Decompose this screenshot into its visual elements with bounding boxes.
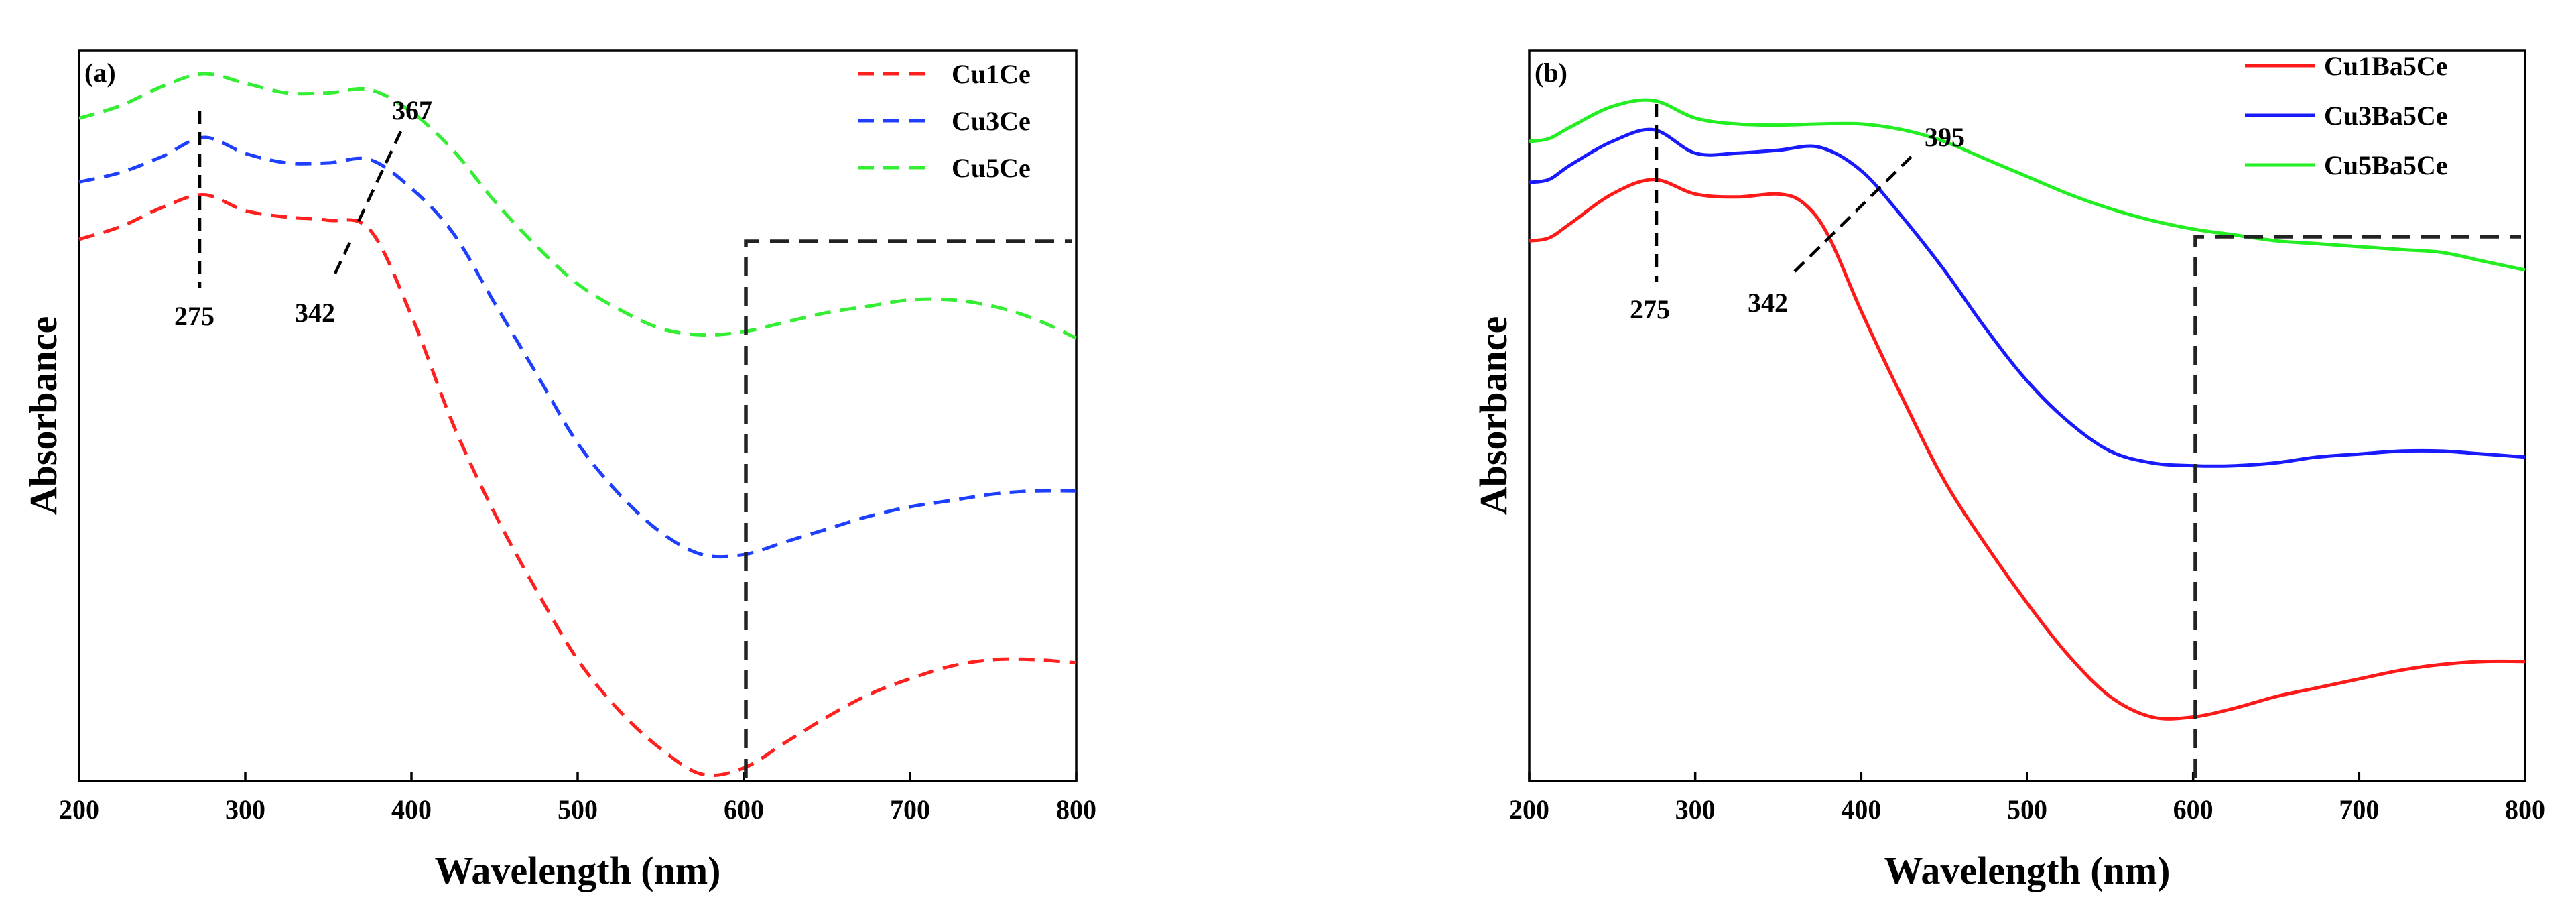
series-group-a: [78, 72, 1078, 778]
legend-a: Cu1Ce Cu3Ce Cu5Ce: [858, 59, 1031, 183]
x-tick-label-600: 600: [2173, 794, 2213, 825]
x-tick-label-300: 300: [225, 794, 265, 825]
x-tick-label-400: 400: [1841, 794, 1881, 825]
annotations-a: 275 342 367: [174, 95, 432, 331]
annotation-line-342-a: [333, 242, 352, 274]
y-axis-label-b: Absorbance: [1472, 316, 1515, 515]
x-tick-label-400: 400: [391, 794, 432, 825]
plot-frame-a: [78, 49, 1078, 782]
legend-label-cu1ce: Cu1Ce: [952, 59, 1031, 89]
y-axis-label-a: Absorbance: [21, 316, 65, 515]
annotation-275-a: 275: [174, 301, 214, 331]
legend-label-cu1ba5ce: Cu1Ba5Ce: [2324, 51, 2447, 81]
series-line-cu3ce: [78, 135, 1077, 559]
x-tick-label-700: 700: [2339, 794, 2379, 825]
series-line-cu1ce: [78, 192, 1077, 778]
annotation-395-b: 395: [1925, 122, 1965, 152]
x-tick-label-800: 800: [1056, 794, 1096, 825]
x-tick-label-500: 500: [2007, 794, 2047, 825]
annotations-b: 275 342 395: [1630, 104, 1965, 324]
x-tick-label-600: 600: [724, 794, 764, 825]
legend-b: Cu1Ba5Ce Cu3Ba5Ce Cu5Ba5Ce: [2245, 51, 2447, 180]
x-tick-label-700: 700: [890, 794, 930, 825]
chart-panel-a: 200 300 400 500 600 700 800 275 342 367 (a) Cu…: [21, 49, 1096, 892]
panel-label-a: (a): [84, 58, 116, 88]
legend-label-cu3ba5ce: Cu3Ba5Ce: [2324, 101, 2447, 131]
annotation-275-b: 275: [1630, 294, 1670, 324]
series-line-cu5ba5ce: [1529, 98, 2526, 272]
series-line-cu3ba5ce: [1529, 127, 2526, 468]
x-tick-label-500: 500: [558, 794, 598, 825]
x-axis-label-b: Wavelength (nm): [1884, 849, 2171, 892]
chart-panel-b: 200 300 400 500 600 700 800 275 342 395 (b) Cu…: [1472, 49, 2545, 892]
annotation-342-b: 342: [1748, 288, 1788, 318]
annotation-342-a: 342: [295, 298, 335, 328]
series-line-cu5ce: [78, 72, 1078, 340]
series-group-b: [1529, 98, 2526, 721]
annotation-line-395-b: [1793, 150, 1918, 273]
x-tick-label-200: 200: [59, 794, 99, 825]
highlight-box-a: [744, 239, 1072, 778]
series-line-cu1ba5ce: [1529, 178, 2526, 721]
annotation-line-367-a: [357, 128, 404, 222]
x-ticks-b: 200 300 400 500 600 700 800: [1509, 772, 2545, 825]
x-ticks-a: 200 300 400 500 600 700 800: [59, 772, 1096, 825]
legend-label-cu3ce: Cu3Ce: [952, 106, 1031, 136]
x-tick-label-800: 800: [2505, 794, 2545, 825]
legend-label-cu5ba5ce: Cu5Ba5Ce: [2324, 150, 2447, 180]
x-axis-label-a: Wavelength (nm): [435, 849, 721, 892]
annotation-367-a: 367: [392, 95, 432, 125]
panel-label-b: (b): [1535, 58, 1567, 88]
x-tick-label-300: 300: [1675, 794, 1716, 825]
legend-label-cu5ce: Cu5Ce: [952, 153, 1031, 183]
x-tick-label-200: 200: [1509, 794, 1549, 825]
highlight-box-b: [2193, 235, 2521, 778]
